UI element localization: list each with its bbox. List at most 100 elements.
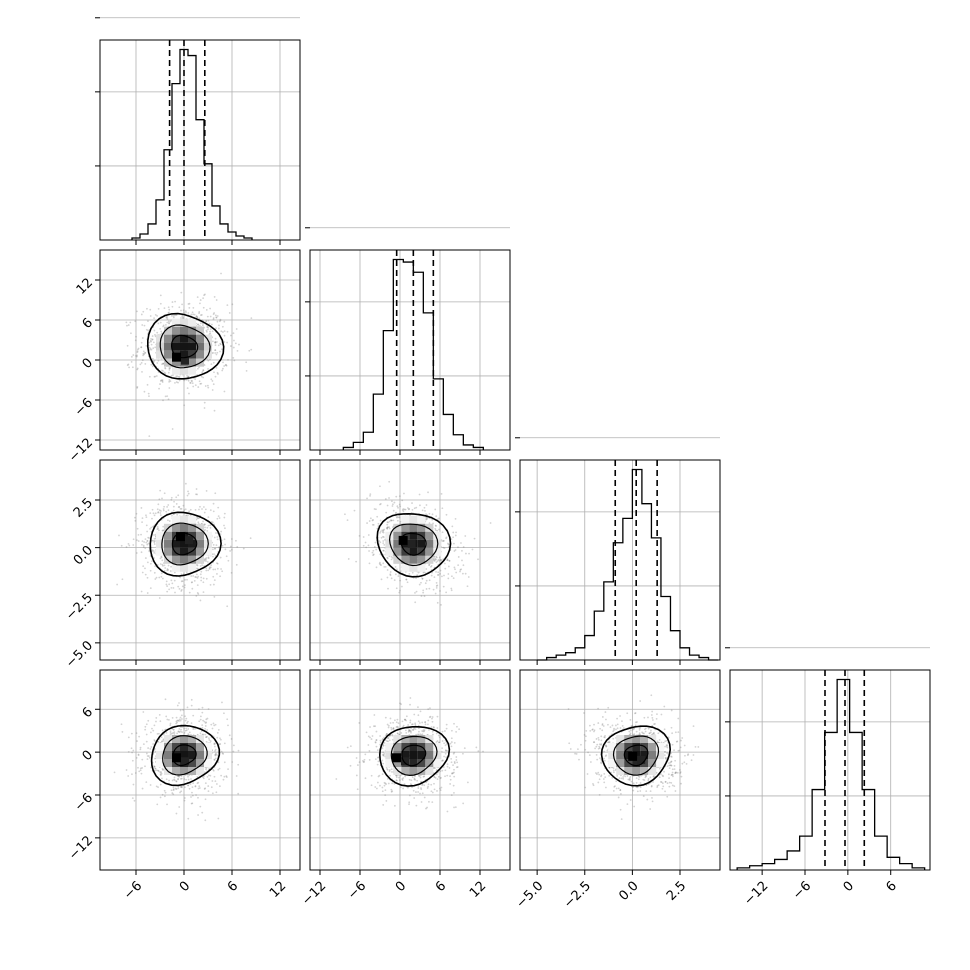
scatter-point (129, 321, 132, 324)
scatter-point (427, 708, 430, 711)
scatter-point (425, 579, 428, 582)
scatter-point (148, 756, 151, 759)
scatter-point (213, 312, 216, 314)
scatter-point (136, 368, 139, 371)
scatter-point (205, 320, 208, 322)
scatter-point (174, 300, 177, 303)
scatter-point (420, 801, 423, 803)
density-cell (188, 555, 196, 564)
scatter-point (441, 507, 444, 510)
scatter-point (384, 566, 387, 568)
scatter-point (432, 588, 435, 591)
scatter-point (167, 371, 170, 374)
scatter-point (404, 775, 406, 778)
scatter-point (221, 369, 224, 372)
scatter-point (196, 323, 199, 326)
scatter-point (175, 314, 178, 317)
scatter-point (223, 334, 226, 337)
density-cell (425, 531, 434, 540)
scatter-point (391, 771, 393, 773)
scatter-point (209, 566, 212, 569)
scatter-point (225, 776, 228, 779)
scatter-point (180, 790, 183, 793)
scatter-point (177, 494, 180, 497)
density-cell (401, 751, 410, 759)
scatter-point (164, 372, 167, 375)
scatter-point (216, 351, 219, 354)
density-cell (180, 547, 188, 556)
scatter-point (435, 587, 438, 589)
scatter-point (381, 747, 384, 750)
histogram-step (342, 258, 484, 450)
density-cell (156, 759, 164, 767)
scatter-point (439, 789, 442, 792)
scatter-point (453, 791, 455, 794)
scatter-point (214, 344, 217, 347)
scatter-point (419, 733, 422, 736)
scatter-point (603, 772, 606, 775)
scatter-point (178, 730, 180, 733)
scatter-point (425, 568, 428, 570)
scatter-point (213, 579, 216, 582)
scatter-point (208, 739, 211, 741)
scatter-point (206, 328, 209, 331)
scatter-point (204, 293, 206, 296)
scatter-point (444, 567, 447, 570)
density-cell (164, 735, 172, 743)
scatter-point (139, 767, 142, 770)
density-cell (164, 547, 172, 556)
scatter-point (127, 750, 130, 753)
scatter-point (168, 588, 171, 591)
scatter-point (139, 748, 142, 751)
scatter-point (153, 375, 156, 378)
scatter-point (386, 527, 389, 529)
scatter-point (157, 359, 160, 362)
density-cell (172, 735, 180, 743)
scatter-point (215, 327, 217, 330)
scatter-point (214, 352, 217, 354)
scatter-point (245, 361, 248, 364)
scatter-point (410, 723, 413, 726)
scatter-point (213, 296, 216, 298)
scatter-point (364, 777, 367, 780)
scatter-point (455, 730, 458, 733)
scatter-point (162, 325, 165, 328)
scatter-point (390, 768, 393, 771)
scatter-point (395, 512, 397, 515)
scatter-point (438, 556, 441, 559)
scatter-point (142, 743, 145, 746)
density-cell (417, 563, 426, 572)
scatter-point (403, 783, 406, 786)
scatter-point (386, 723, 389, 726)
scatter-point (167, 519, 169, 522)
scatter-point (152, 743, 155, 745)
scatter-point (187, 303, 190, 305)
scatter-point (391, 790, 394, 793)
scatter-point (437, 571, 440, 574)
scatter-point (435, 515, 438, 518)
density-cell (393, 555, 402, 564)
scatter-point (176, 375, 179, 378)
scatter-point (214, 750, 216, 752)
density-cell (172, 767, 180, 775)
density-cell (172, 326, 180, 335)
scatter-point (390, 790, 393, 793)
scatter-point (156, 331, 159, 334)
density-cell (385, 547, 394, 556)
scatter-point (159, 489, 162, 492)
scatter-point (459, 570, 461, 573)
scatter-point (140, 346, 143, 349)
scatter-point (389, 774, 391, 777)
density-cell (188, 366, 196, 375)
scatter-point (382, 562, 385, 565)
scatter-point (430, 726, 433, 728)
scatter-point (175, 503, 178, 505)
scatter-point (209, 526, 212, 529)
scatter-point (383, 528, 386, 531)
density-cell (425, 767, 434, 775)
scatter-point (215, 353, 218, 356)
scatter-point (169, 730, 172, 733)
scatter-point (185, 311, 187, 314)
scatter-point (197, 781, 200, 784)
density-cell (164, 751, 172, 759)
